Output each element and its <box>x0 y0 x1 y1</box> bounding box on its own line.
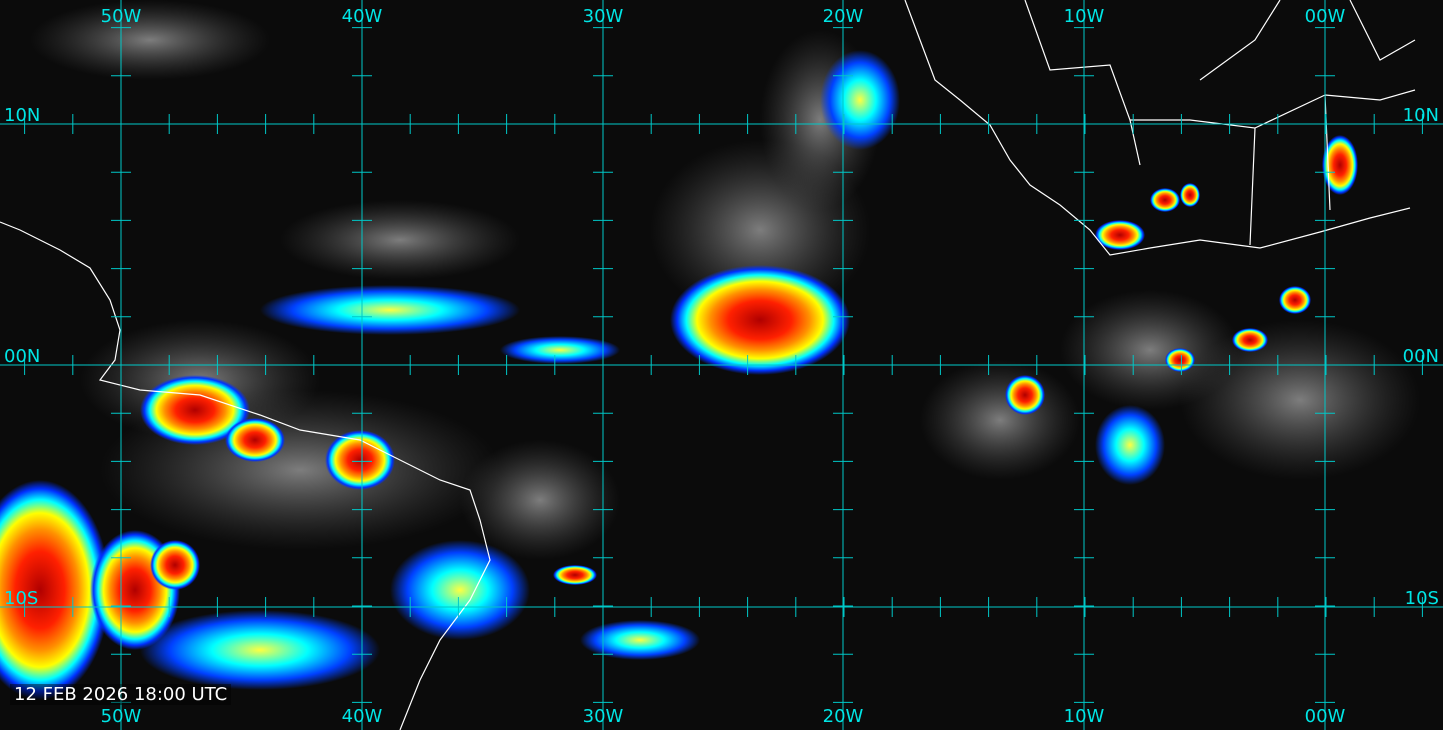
latitude-label: 10N <box>4 105 40 126</box>
cool-cloud-top <box>390 540 530 640</box>
longitude-label: 10W <box>1064 6 1105 27</box>
convective-cloud <box>553 565 597 585</box>
timestamp-label: 12 FEB 2026 18:00 UTC <box>10 684 232 705</box>
latitude-label: 00N <box>4 346 40 367</box>
convective-cloud <box>1095 220 1145 250</box>
longitude-label: 40W <box>342 6 383 27</box>
cool-cloud-top <box>260 285 520 335</box>
cloud <box>460 440 620 560</box>
cool-cloud-top <box>820 50 900 150</box>
convective-cloud <box>1005 375 1045 415</box>
longitude-label: 20W <box>823 6 864 27</box>
cool-cloud-top <box>500 336 620 364</box>
convective-cloud <box>1165 348 1195 372</box>
longitude-label: 20W <box>823 706 864 727</box>
south-america-coastline <box>0 221 491 730</box>
latitude-label: 10S <box>1405 588 1439 609</box>
convective-cloud <box>1322 135 1358 195</box>
longitude-label: 00W <box>1305 6 1346 27</box>
cloud <box>280 200 520 280</box>
convective-cloud <box>670 265 850 375</box>
convective-cloud <box>225 418 285 462</box>
convective-cloud <box>1279 286 1311 314</box>
cloud <box>920 360 1080 480</box>
longitude-label: 30W <box>583 706 624 727</box>
cool-cloud-top <box>580 620 700 660</box>
convective-cloud <box>1232 328 1268 352</box>
cloud-layer <box>0 0 1420 700</box>
latitude-label: 00N <box>1403 346 1439 367</box>
cloud <box>1180 320 1420 480</box>
latitude-label: 10N <box>1403 105 1439 126</box>
longitude-label: 30W <box>583 6 624 27</box>
grid-labels: 50W 50W 40W 40W 30W 30W 20W 20W 10W 10W 00W 00W 10N 1… <box>4 6 1439 727</box>
longitude-label: 50W <box>101 6 142 27</box>
convective-cloud <box>150 540 200 590</box>
cool-cloud-top <box>1095 405 1165 485</box>
cool-cloud-top <box>140 610 380 690</box>
convective-cloud <box>1180 183 1200 207</box>
africa-coastline <box>904 0 1411 256</box>
longitude-label: 10W <box>1064 706 1105 727</box>
convective-cloud <box>0 480 110 700</box>
cloud <box>30 0 270 80</box>
convective-cloud <box>325 430 395 490</box>
longitude-label: 50W <box>101 706 142 727</box>
convective-cloud <box>1150 188 1180 212</box>
longitude-label: 00W <box>1305 706 1346 727</box>
longitude-label: 40W <box>342 706 383 727</box>
latitude-label: 10S <box>4 588 38 609</box>
